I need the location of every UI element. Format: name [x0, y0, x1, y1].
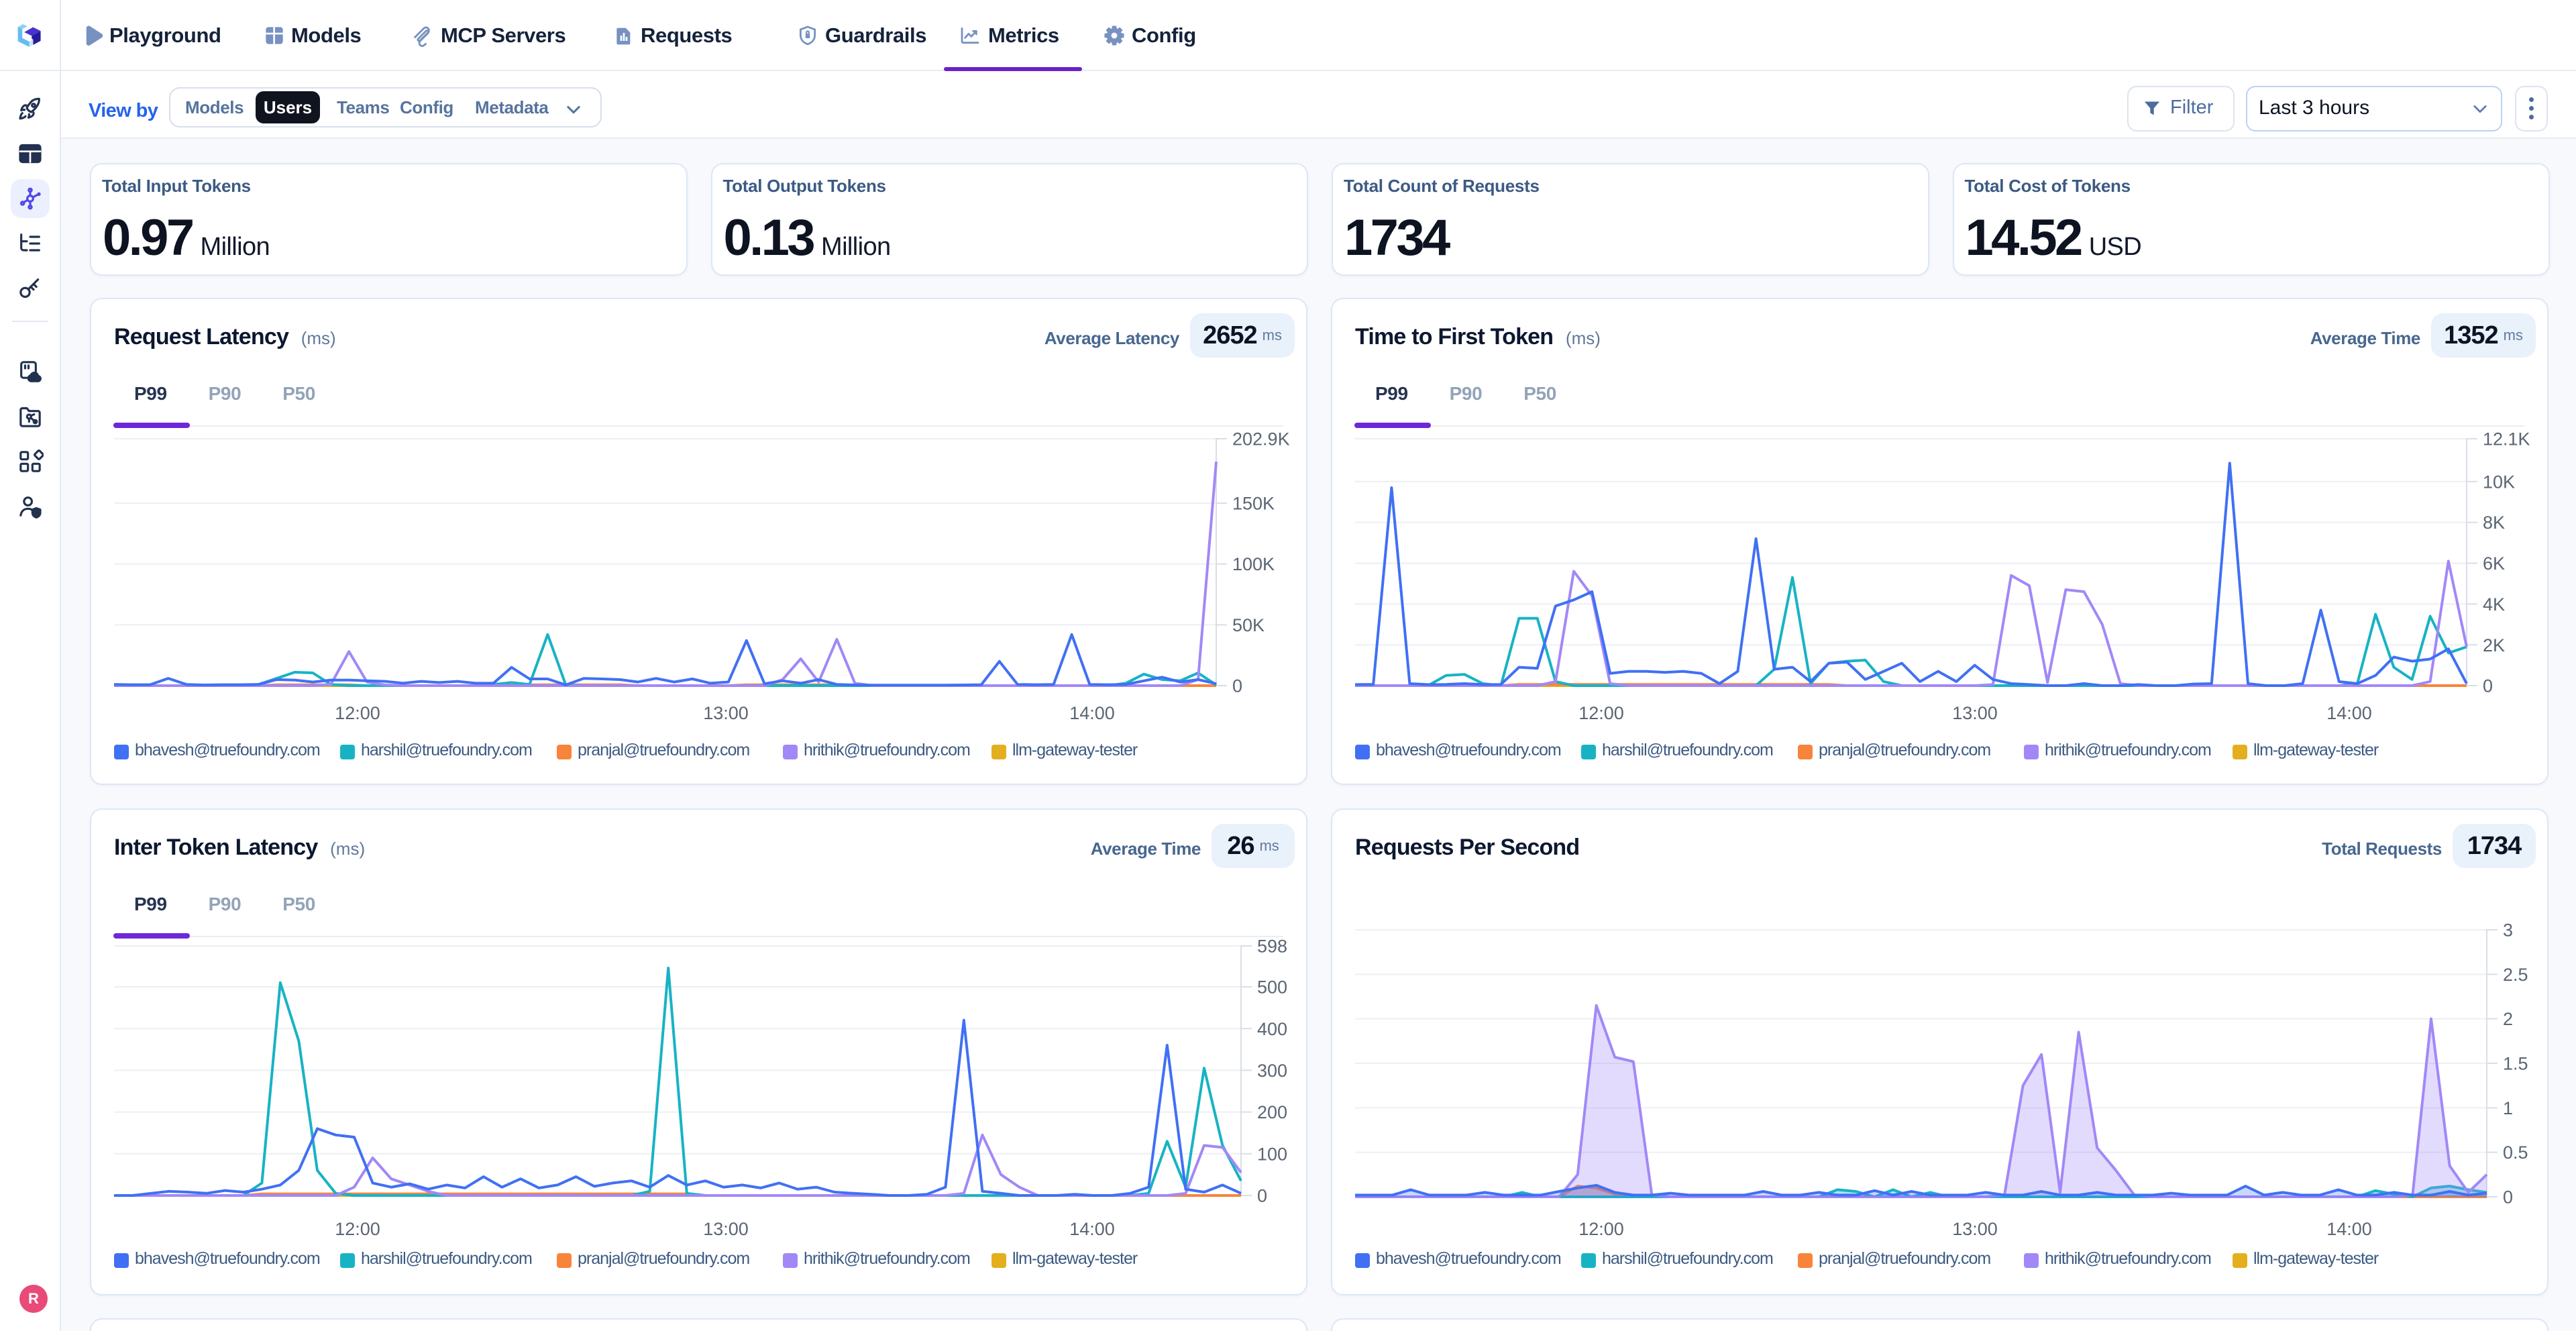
svg-text:14:00: 14:00 — [1069, 1219, 1115, 1239]
svg-text:13:00: 13:00 — [1952, 703, 1998, 723]
svg-text:6K: 6K — [2483, 553, 2505, 574]
svg-text:2: 2 — [2503, 1009, 2513, 1029]
svg-text:12:00: 12:00 — [335, 1219, 380, 1239]
svg-text:0: 0 — [1257, 1186, 1267, 1206]
svg-text:400: 400 — [1257, 1019, 1287, 1039]
svg-text:8K: 8K — [2483, 513, 2505, 533]
svg-text:0: 0 — [2483, 676, 2493, 696]
svg-text:3: 3 — [2503, 920, 2513, 941]
svg-text:2.5: 2.5 — [2503, 965, 2528, 985]
svg-text:1: 1 — [2503, 1098, 2513, 1118]
svg-text:500: 500 — [1257, 977, 1287, 998]
svg-text:150K: 150K — [1232, 494, 1275, 514]
svg-text:0.5: 0.5 — [2503, 1142, 2528, 1163]
svg-text:300: 300 — [1257, 1061, 1287, 1081]
svg-text:13:00: 13:00 — [1952, 1219, 1998, 1239]
svg-text:10K: 10K — [2483, 472, 2515, 492]
svg-text:14:00: 14:00 — [2326, 703, 2372, 723]
svg-text:200: 200 — [1257, 1102, 1287, 1122]
svg-text:14:00: 14:00 — [2326, 1219, 2372, 1239]
svg-text:598: 598 — [1257, 937, 1287, 957]
svg-text:1.5: 1.5 — [2503, 1054, 2528, 1074]
svg-text:12:00: 12:00 — [1578, 703, 1624, 723]
svg-text:13:00: 13:00 — [703, 703, 749, 723]
svg-text:100: 100 — [1257, 1144, 1287, 1164]
svg-text:50K: 50K — [1232, 615, 1265, 635]
svg-text:0: 0 — [2503, 1187, 2513, 1208]
svg-text:12:00: 12:00 — [335, 703, 380, 723]
svg-text:202.9K: 202.9K — [1232, 429, 1290, 449]
svg-text:2K: 2K — [2483, 635, 2505, 655]
svg-text:12.1K: 12.1K — [2483, 429, 2530, 449]
svg-text:12:00: 12:00 — [1578, 1219, 1624, 1239]
svg-text:0: 0 — [1232, 676, 1242, 696]
svg-text:100K: 100K — [1232, 554, 1275, 574]
svg-text:4K: 4K — [2483, 594, 2505, 615]
svg-text:13:00: 13:00 — [703, 1219, 749, 1239]
svg-text:14:00: 14:00 — [1069, 703, 1115, 723]
